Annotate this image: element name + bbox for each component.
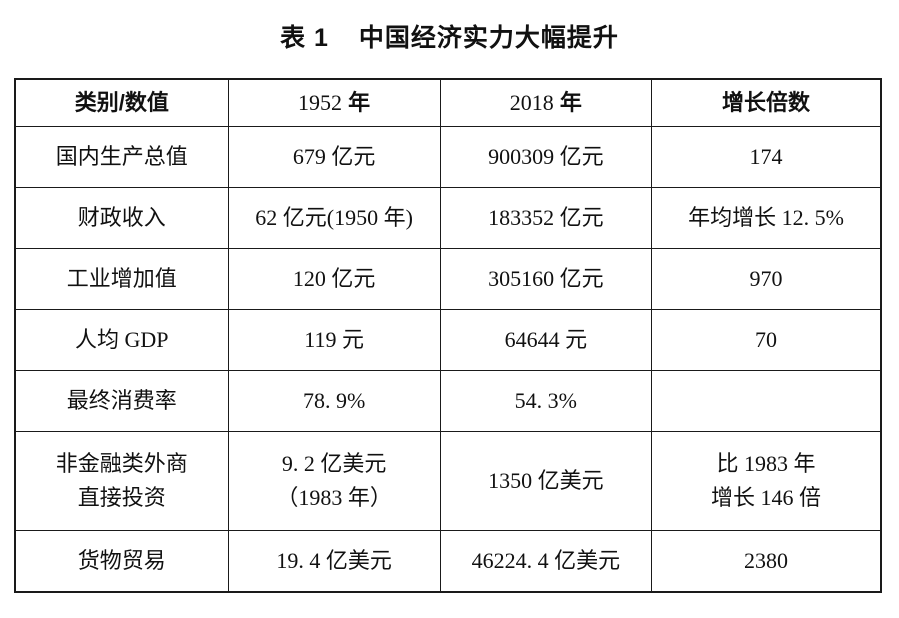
growth-cell: 2380 [650, 530, 882, 593]
table-row-industrial-value: 工业增加值 120 亿元 305160 亿元 970 [14, 248, 882, 310]
table-row-gdp-per-capita: 人均 GDP 119 元 64644 元 70 [14, 309, 882, 371]
value-cell-2018: 900309 亿元 [439, 126, 652, 188]
header-label: 增长倍数 [721, 89, 810, 115]
column-header-2018: 2018 年 [439, 78, 652, 127]
column-header-category: 类别/数值 [14, 78, 229, 127]
category-cell: 工业增加值 [14, 248, 229, 310]
value-cell-2018: 46224. 4 亿美元 [439, 530, 652, 593]
table-row-goods-trade: 货物贸易 19. 4 亿美元 46224. 4 亿美元 2380 [14, 530, 882, 593]
growth-cell: 70 [650, 309, 882, 371]
growth-cell [650, 370, 882, 432]
table-title: 表 1 中国经济实力大幅提升 [0, 18, 899, 54]
value-cell-1952: 9. 2 亿美元 （1983 年） [227, 431, 441, 531]
value-cell-1952: 62 亿元(1950 年) [227, 187, 441, 249]
value-cell-2018: 183352 亿元 [439, 187, 652, 249]
table-row-consumption-rate: 最终消费率 78. 9% 54. 3% [14, 370, 882, 432]
growth-cell: 比 1983 年 增长 146 倍 [650, 431, 882, 531]
category-cell: 非金融类外商 直接投资 [14, 431, 229, 531]
header-num: 2018 [509, 89, 554, 115]
growth-cell: 174 [650, 126, 882, 188]
value-cell-2018: 305160 亿元 [439, 248, 652, 310]
header-num: 1952 [298, 89, 343, 115]
header-label: 类别/数值 [74, 89, 169, 115]
table-row-foreign-investment: 非金融类外商 直接投资 9. 2 亿美元 （1983 年） 1350 亿美元 比… [14, 431, 882, 531]
growth-cell: 970 [650, 248, 882, 310]
category-cell: 最终消费率 [14, 370, 229, 432]
economy-table: 类别/数值 1952 年 2018 年 增长倍数 国内生产总值 679 亿元 900… [14, 78, 882, 593]
header-label: 年 [348, 89, 371, 115]
header-label: 年 [559, 89, 582, 115]
value-cell-2018: 54. 3% [439, 370, 652, 432]
growth-cell: 年均增长 12. 5% [650, 187, 882, 249]
column-header-growth: 增长倍数 [650, 78, 882, 127]
value-cell-1952: 679 亿元 [227, 126, 441, 188]
value-cell-1952: 78. 9% [227, 370, 441, 432]
category-cell: 人均 GDP [14, 309, 229, 371]
header-row: 类别/数值 1952 年 2018 年 增长倍数 [14, 78, 882, 127]
value-cell-1952: 119 元 [227, 309, 441, 371]
category-cell: 国内生产总值 [14, 126, 229, 188]
column-header-1952: 1952 年 [227, 78, 441, 127]
value-cell-2018: 1350 亿美元 [439, 431, 652, 531]
value-cell-2018: 64644 元 [439, 309, 652, 371]
table-row-fiscal-revenue: 财政收入 62 亿元(1950 年) 183352 亿元 年均增长 12. 5% [14, 187, 882, 249]
value-cell-1952: 120 亿元 [227, 248, 441, 310]
table-number: 表 1 [280, 24, 329, 52]
table-row-gdp: 国内生产总值 679 亿元 900309 亿元 174 [14, 126, 882, 188]
table-title-text: 中国经济实力大幅提升 [358, 24, 619, 52]
category-cell: 货物贸易 [14, 530, 229, 593]
category-cell: 财政收入 [14, 187, 229, 249]
value-cell-1952: 19. 4 亿美元 [227, 530, 441, 593]
